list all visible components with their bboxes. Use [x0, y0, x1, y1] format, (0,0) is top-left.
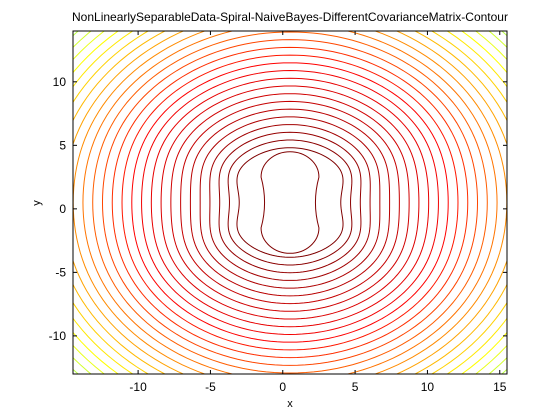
contour-line	[199, 116, 381, 289]
contour-line	[160, 85, 420, 320]
x-axis-label: x	[287, 398, 293, 410]
x-tick-label: 10	[421, 380, 435, 394]
y-tick-label: -10	[49, 329, 67, 343]
contour-line	[180, 100, 400, 305]
contour-line	[218, 131, 362, 274]
x-tick-label: 0	[279, 380, 286, 394]
contour-line	[82, 31, 498, 374]
x-tick-label: 5	[352, 380, 359, 394]
y-tick-label: 10	[53, 75, 67, 89]
y-axis: -10 -5 0 5 10	[49, 75, 507, 343]
x-tick-label: -10	[129, 380, 147, 394]
contour-line	[150, 77, 430, 328]
contour-line	[260, 151, 320, 254]
contour-line	[73, 31, 507, 374]
x-axis: -10 -5 0 5 10 15	[129, 31, 507, 394]
contour-line	[101, 39, 479, 366]
contour-line	[73, 31, 507, 374]
y-tick-label: 0	[59, 202, 66, 216]
contour-line	[236, 147, 344, 258]
y-tick-label: 5	[59, 138, 66, 152]
y-axis-label: y	[31, 200, 43, 206]
contour-line	[189, 108, 391, 297]
x-tick-label: -5	[205, 380, 216, 394]
plot-area-border	[72, 30, 508, 375]
contour-line	[170, 93, 410, 312]
contour-line	[209, 124, 371, 281]
contour-line	[141, 70, 439, 335]
contour-line	[131, 62, 449, 343]
contour-line	[227, 139, 353, 266]
x-tick-label: 15	[493, 380, 507, 394]
y-tick-label: -5	[55, 265, 66, 279]
contour-line	[92, 31, 488, 374]
contour-line	[111, 46, 469, 359]
contour-line	[73, 31, 507, 374]
contour-line	[121, 54, 459, 351]
chart-title: NonLinearlySeparableData-Spiral-NaiveBay…	[72, 10, 508, 24]
